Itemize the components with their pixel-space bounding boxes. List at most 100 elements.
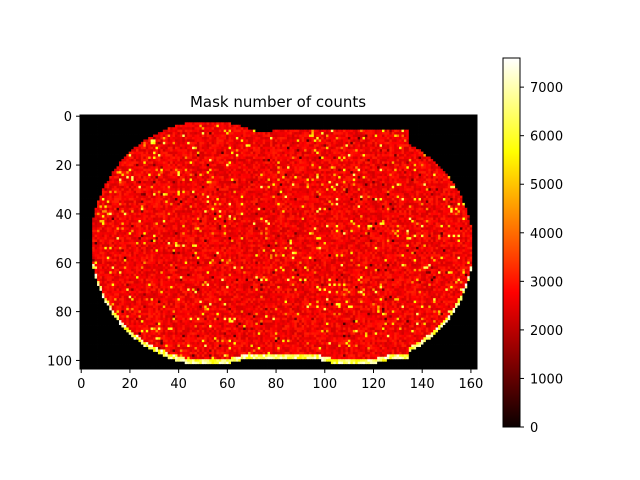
heatmap-cell [474, 178, 478, 182]
heatmap-cell [192, 144, 195, 148]
heatmap-cell [269, 171, 273, 175]
heatmap-cell [384, 166, 388, 170]
heatmap-cell [313, 180, 317, 184]
heatmap-cell [367, 134, 371, 138]
heatmap-cell [116, 156, 120, 160]
heatmap-cell [138, 180, 142, 184]
heatmap-cell [418, 171, 422, 175]
heatmap-cell [111, 115, 115, 118]
heatmap-cell [87, 132, 91, 135]
heatmap-cell [335, 129, 339, 133]
heatmap-cell [228, 154, 232, 157]
heatmap-cell [145, 173, 149, 177]
heatmap-cell [148, 119, 152, 123]
heatmap-cell [89, 178, 93, 182]
heatmap-cell [399, 127, 402, 131]
heatmap-cell [333, 134, 337, 138]
heatmap-cell [155, 139, 159, 143]
heatmap-cell [162, 163, 166, 167]
heatmap-cell [472, 158, 475, 162]
heatmap-cell [430, 185, 434, 189]
heatmap-cell [455, 132, 458, 135]
heatmap-cell [126, 122, 130, 126]
heatmap-cell [360, 166, 363, 170]
heatmap-cell [177, 154, 181, 157]
heatmap-cell [323, 178, 327, 182]
heatmap-cell [399, 166, 402, 170]
heatmap-cell [231, 151, 234, 155]
heatmap-cell [131, 173, 134, 177]
heatmap-cell [472, 183, 475, 187]
heatmap-cell [357, 117, 361, 121]
heatmap-cell [148, 180, 152, 184]
heatmap-cell [209, 115, 212, 118]
heatmap-cell [374, 141, 378, 145]
heatmap-cell [240, 178, 244, 182]
heatmap-cell [284, 156, 288, 160]
heatmap-cell [360, 127, 363, 131]
heatmap-cell [162, 173, 166, 177]
heatmap-cell [472, 127, 475, 131]
heatmap-cell [155, 168, 159, 172]
heatmap-cell [420, 156, 424, 160]
heatmap-cell [170, 132, 173, 135]
heatmap-cell [452, 132, 456, 135]
heatmap-cell [284, 119, 288, 123]
heatmap-cell [435, 163, 439, 167]
heatmap-cell [411, 183, 415, 187]
heatmap-cell [172, 154, 176, 157]
heatmap-cell [455, 156, 458, 160]
heatmap-cell [138, 156, 142, 160]
heatmap-cell [321, 115, 324, 118]
heatmap-cell [382, 146, 385, 150]
heatmap-cell [121, 183, 125, 187]
heatmap-cell [318, 119, 322, 123]
heatmap-cell [440, 173, 444, 177]
heatmap-cell [289, 178, 293, 182]
heatmap-cell [304, 141, 307, 145]
heatmap-cell [238, 149, 242, 153]
heatmap-cell [238, 115, 242, 118]
heatmap-cell [401, 122, 405, 126]
heatmap-cell [250, 161, 254, 165]
heatmap-cell [391, 119, 395, 123]
heatmap-cell [308, 146, 312, 150]
heatmap-cell [416, 156, 419, 160]
heatmap-cell [389, 183, 393, 187]
heatmap-cell [233, 171, 237, 175]
heatmap-cell [143, 163, 147, 167]
heatmap-cell [269, 115, 273, 118]
heatmap-cell [267, 185, 271, 189]
heatmap-cell [150, 136, 154, 140]
heatmap-cell [435, 183, 439, 187]
heatmap-cell [408, 166, 412, 170]
heatmap-cell [170, 166, 173, 170]
heatmap-cell [399, 176, 402, 179]
heatmap-cell [301, 185, 305, 189]
heatmap-cell [447, 115, 451, 118]
heatmap-cell [403, 176, 407, 179]
heatmap-cell [109, 115, 113, 118]
heatmap-cell [92, 141, 96, 145]
heatmap-cell [177, 158, 181, 162]
heatmap-cell [347, 139, 351, 143]
heatmap-cell [204, 117, 208, 121]
heatmap-cell [172, 124, 176, 128]
heatmap-cell [165, 156, 169, 160]
heatmap-cell [89, 122, 93, 126]
heatmap-cell [311, 161, 315, 165]
heatmap-cell [265, 115, 268, 118]
heatmap-cell [459, 144, 463, 148]
heatmap-cell [394, 171, 398, 175]
heatmap-cell [243, 166, 247, 170]
heatmap-cell [399, 122, 402, 126]
heatmap-cell [389, 168, 393, 172]
heatmap-cell [148, 146, 152, 150]
heatmap-cell [228, 122, 232, 126]
heatmap-cell [457, 180, 461, 184]
heatmap-cell [80, 122, 83, 126]
heatmap-cell [457, 127, 461, 131]
heatmap-cell [97, 161, 100, 165]
heatmap-cell [148, 156, 152, 160]
heatmap-cell [97, 129, 100, 133]
